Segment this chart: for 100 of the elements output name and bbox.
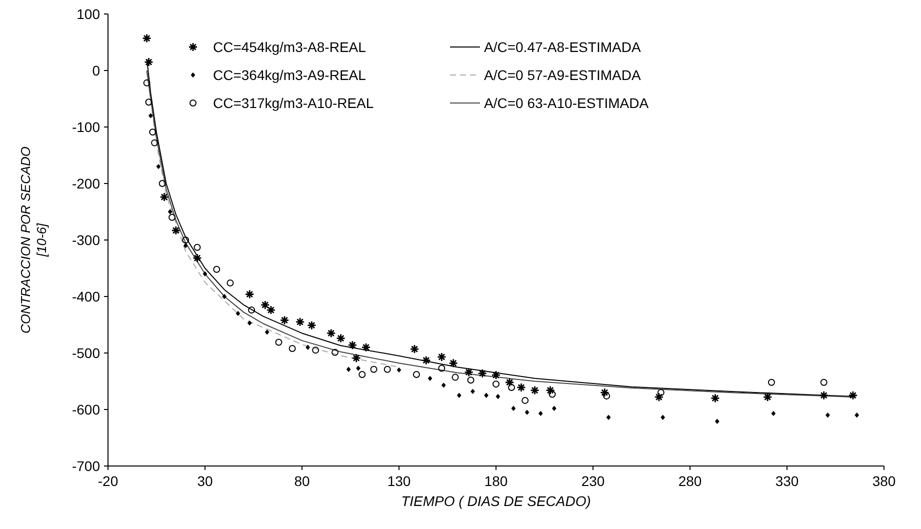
point bbox=[352, 353, 362, 363]
point bbox=[158, 180, 166, 187]
point bbox=[546, 386, 556, 395]
point bbox=[820, 378, 828, 386]
x-tick-label: 330 bbox=[775, 473, 799, 489]
point bbox=[538, 410, 543, 416]
y-tick-label: 100 bbox=[76, 6, 100, 22]
point bbox=[508, 384, 516, 391]
legend-label: A/C=0 63-A10-ESTIMADA bbox=[484, 94, 650, 111]
point bbox=[438, 364, 446, 372]
point bbox=[456, 392, 462, 398]
point bbox=[143, 79, 150, 86]
point bbox=[657, 389, 664, 396]
point bbox=[478, 368, 488, 378]
point bbox=[361, 342, 371, 352]
point bbox=[606, 414, 611, 420]
point bbox=[464, 368, 474, 377]
point bbox=[168, 214, 176, 221]
point bbox=[148, 113, 153, 118]
x-tick-label: 230 bbox=[581, 473, 605, 489]
x-tick-label: 80 bbox=[294, 473, 310, 489]
y-tick-label: -300 bbox=[72, 232, 100, 248]
point bbox=[142, 34, 152, 43]
legend-label: CC=364kg/m3-A9-REAL bbox=[213, 66, 366, 83]
point bbox=[213, 266, 220, 273]
point bbox=[436, 352, 446, 362]
point bbox=[348, 340, 358, 350]
point bbox=[145, 98, 152, 106]
point bbox=[603, 392, 610, 400]
point bbox=[295, 317, 305, 327]
legend-label: A/C=0 57-A9-ESTIMADA bbox=[484, 66, 642, 83]
legend-label: A/C=0.47-A8-ESTIMADA bbox=[484, 38, 642, 55]
x-tick-label: 280 bbox=[678, 473, 702, 489]
point bbox=[370, 366, 378, 373]
point bbox=[548, 390, 556, 398]
point bbox=[160, 192, 169, 202]
point bbox=[504, 378, 514, 388]
point bbox=[819, 390, 829, 400]
point bbox=[452, 374, 459, 381]
point bbox=[421, 356, 431, 366]
point bbox=[156, 164, 161, 170]
point bbox=[467, 376, 474, 384]
point bbox=[660, 414, 666, 420]
point bbox=[288, 344, 296, 352]
point bbox=[511, 406, 516, 411]
point bbox=[714, 418, 720, 424]
point bbox=[491, 370, 501, 380]
point bbox=[762, 392, 772, 402]
point bbox=[448, 358, 458, 368]
point bbox=[171, 226, 181, 236]
y-tick-label: 0 bbox=[92, 62, 100, 78]
x-axis-title: TIEMPO ( DIAS DE SECADO) bbox=[401, 493, 591, 509]
point bbox=[530, 386, 540, 395]
point bbox=[396, 367, 402, 373]
point bbox=[522, 396, 529, 404]
y-axis-title: CONTRACCION POR SECADO [10-6] bbox=[18, 146, 49, 334]
point bbox=[192, 253, 202, 263]
point bbox=[358, 370, 366, 378]
point bbox=[236, 310, 240, 316]
point bbox=[280, 316, 290, 325]
point bbox=[356, 366, 360, 371]
y-tick-label: -500 bbox=[72, 344, 100, 361]
point bbox=[247, 320, 252, 326]
x-tick-label: 380 bbox=[872, 473, 896, 489]
point bbox=[410, 344, 420, 354]
point bbox=[484, 392, 488, 398]
point bbox=[848, 390, 858, 400]
legend-label: CC=317kg/m3-A10-REAL bbox=[213, 94, 374, 111]
point bbox=[516, 382, 526, 392]
y-tick-label: -100 bbox=[72, 118, 100, 135]
point bbox=[183, 243, 188, 248]
point bbox=[524, 410, 530, 415]
point bbox=[412, 370, 420, 378]
point bbox=[168, 209, 172, 214]
point bbox=[260, 300, 270, 310]
point bbox=[346, 366, 351, 372]
point bbox=[331, 348, 338, 356]
x-tick-label: 180 bbox=[484, 473, 508, 489]
x-tick-label: 30 bbox=[197, 473, 213, 489]
x-tick-label: 130 bbox=[387, 473, 411, 489]
point bbox=[149, 128, 156, 136]
y-tick-label: -400 bbox=[72, 288, 100, 304]
point bbox=[264, 329, 270, 335]
y-tick-label: -200 bbox=[72, 175, 100, 192]
point bbox=[144, 57, 154, 67]
point bbox=[710, 394, 720, 403]
y-tick-label: -600 bbox=[72, 401, 100, 418]
point bbox=[470, 388, 475, 394]
point bbox=[194, 244, 201, 251]
point bbox=[441, 382, 446, 388]
point bbox=[275, 338, 282, 346]
point bbox=[248, 306, 256, 314]
point bbox=[768, 378, 775, 386]
point bbox=[326, 328, 336, 338]
point bbox=[552, 406, 556, 411]
point bbox=[771, 410, 776, 416]
point bbox=[306, 344, 310, 350]
point bbox=[266, 305, 276, 315]
point bbox=[654, 392, 664, 402]
point bbox=[336, 334, 346, 344]
